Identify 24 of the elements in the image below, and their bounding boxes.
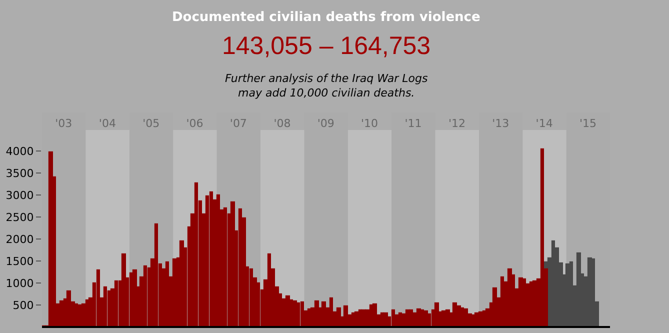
x-tick-label: '07 [230, 116, 247, 130]
y-tick-label: 1000 [6, 276, 34, 290]
x-tick-label: '05 [142, 116, 160, 130]
text: Further analysis of the Iraq War Logs may add 10,000 civilian deaths. [225, 72, 428, 100]
x-tick-label: '10 [361, 116, 378, 130]
x-tick-label: '06 [186, 116, 204, 130]
x-tick-label: '04 [98, 116, 116, 130]
x-tick-label: '08 [274, 116, 291, 130]
y-tick-label: 1500 [6, 254, 34, 268]
y-tick-label: 2500 [6, 210, 34, 224]
x-tick-label: '15 [579, 116, 597, 130]
chart-subtitle: 143,055 – 164,753 [222, 32, 431, 60]
x-tick-label: '03 [55, 116, 72, 130]
y-tick-label: 2000 [6, 232, 34, 246]
x-tick-label: '09 [317, 116, 334, 130]
y-tick-label: 3500 [6, 166, 34, 180]
x-tick-label: '12 [448, 116, 466, 130]
chart-title: Documented civilian deaths from violence [172, 10, 481, 25]
x-tick-label: '14 [536, 116, 553, 130]
y-tick-label: 3000 [6, 188, 34, 202]
y-tick-label: 4000 [6, 144, 34, 158]
x-tick-label: '13 [492, 116, 510, 130]
x-tick-label: '11 [404, 116, 422, 130]
y-tick-label: 500 [12, 298, 34, 312]
